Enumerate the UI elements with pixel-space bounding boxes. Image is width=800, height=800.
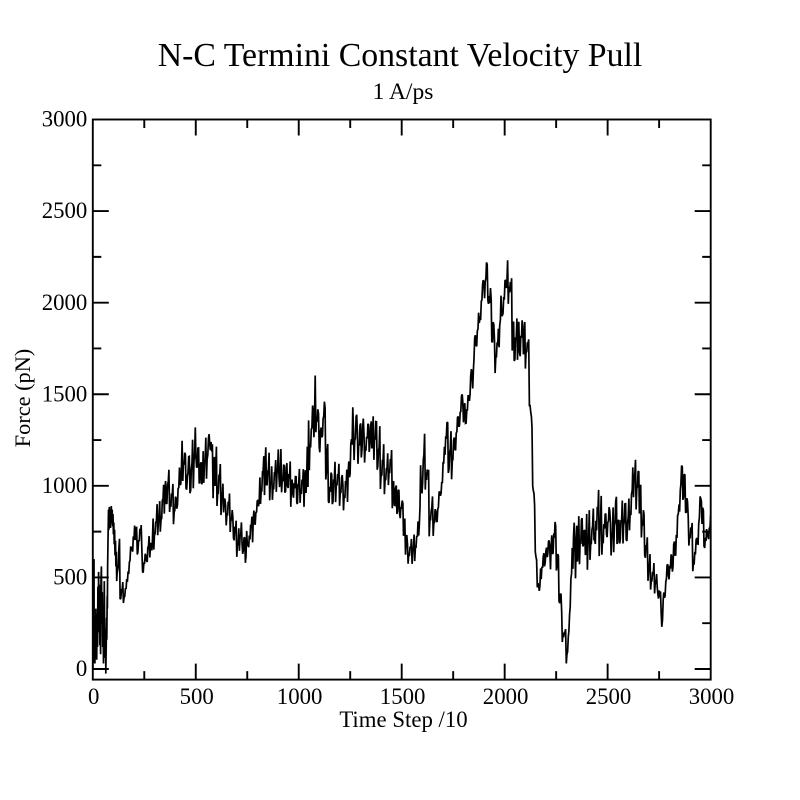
svg-text:3000: 3000 <box>689 684 735 709</box>
svg-text:500: 500 <box>180 684 214 709</box>
svg-text:1000: 1000 <box>277 684 323 709</box>
svg-text:3000: 3000 <box>42 107 88 132</box>
svg-text:2000: 2000 <box>483 684 529 709</box>
svg-text:N-C Termini Constant Velocity: N-C Termini Constant Velocity Pull <box>158 37 643 74</box>
svg-text:2000: 2000 <box>42 290 88 315</box>
svg-text:Time Step /10: Time Step /10 <box>339 707 467 732</box>
svg-text:500: 500 <box>53 565 87 590</box>
svg-text:1000: 1000 <box>42 473 88 498</box>
svg-text:1 A/ps: 1 A/ps <box>373 79 434 105</box>
svg-text:1500: 1500 <box>380 684 426 709</box>
svg-text:0: 0 <box>88 684 99 709</box>
svg-text:2500: 2500 <box>42 198 88 223</box>
svg-text:1500: 1500 <box>42 381 88 406</box>
svg-text:Force (pN): Force (pN) <box>10 349 35 447</box>
svg-text:2500: 2500 <box>586 684 632 709</box>
svg-text:0: 0 <box>76 656 87 681</box>
